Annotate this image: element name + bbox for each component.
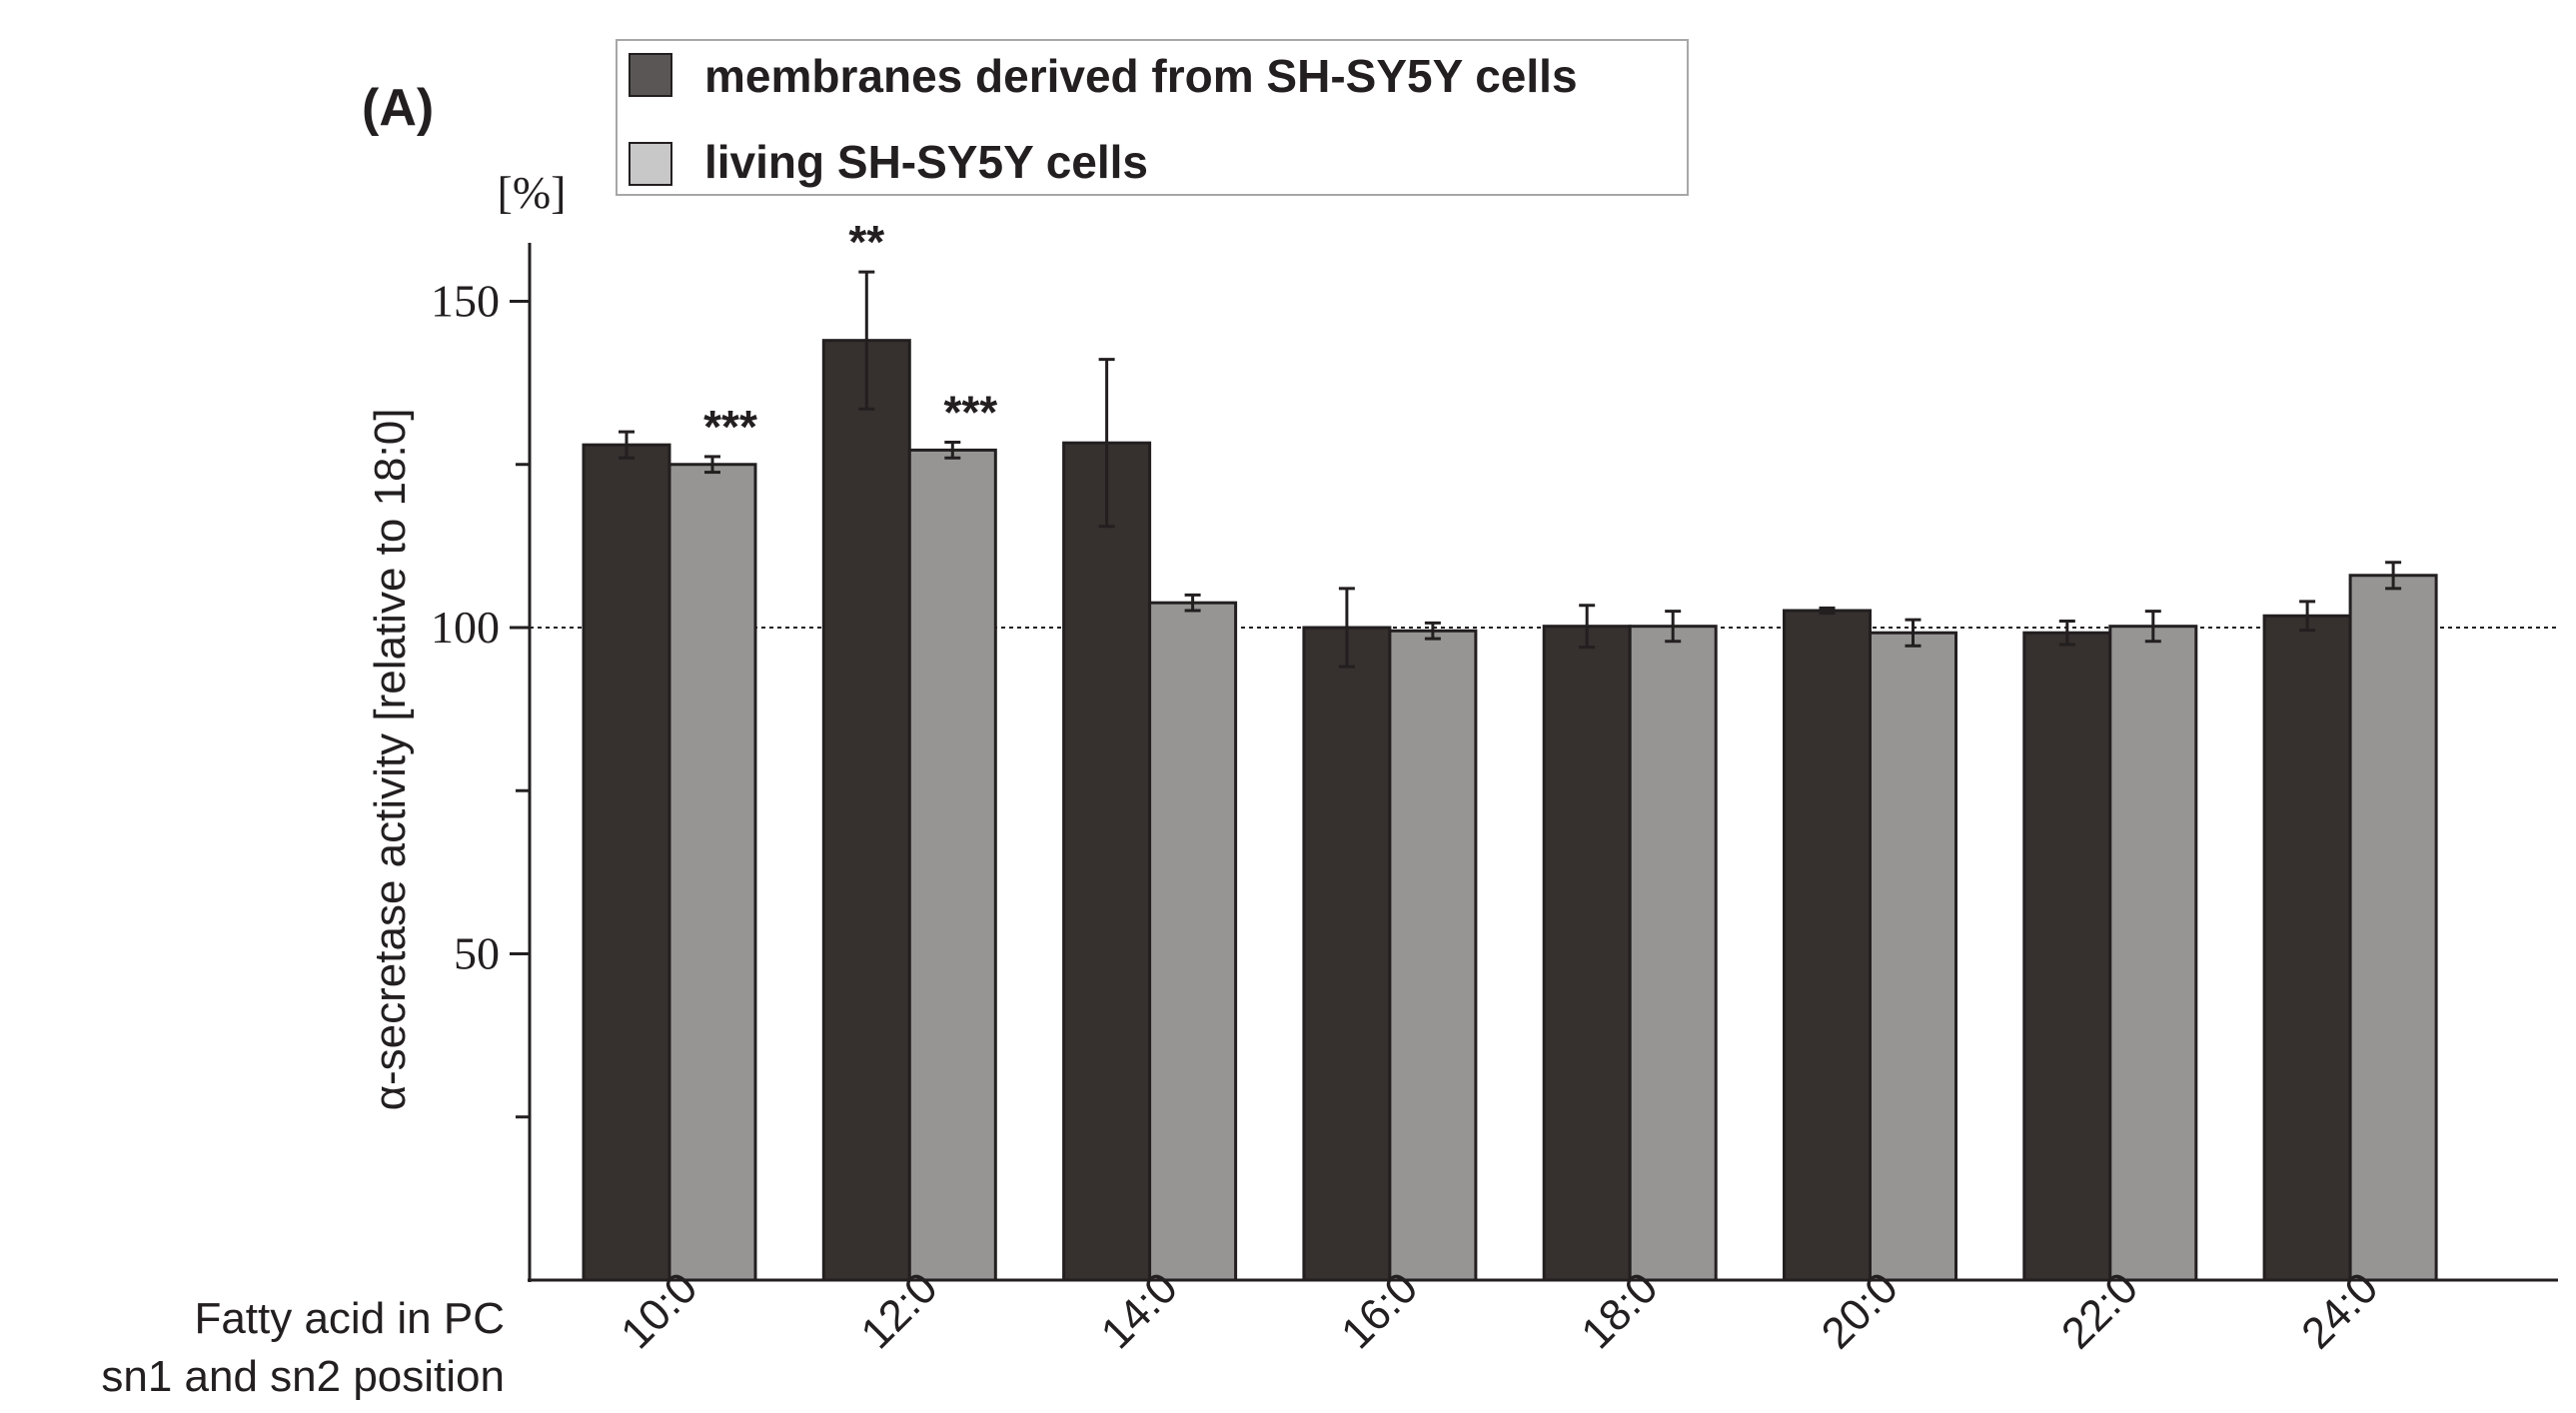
significance-marker-living-10-0: *** bbox=[703, 401, 757, 453]
error-bar-membranes-18-0 bbox=[1579, 604, 1596, 650]
legend: membranes derived from SH-SY5Y cells liv… bbox=[616, 39, 1689, 196]
error-bar-living-18-0 bbox=[1665, 610, 1682, 644]
legend-label-living: living SH-SY5Y cells bbox=[704, 136, 1148, 188]
bar-membranes-12-0 bbox=[821, 339, 911, 1282]
bar-living-14-0 bbox=[1148, 601, 1238, 1282]
panel-label: (A) bbox=[362, 79, 434, 137]
error-bars-layer bbox=[619, 270, 2402, 669]
error-bar-living-22-0 bbox=[2144, 610, 2161, 644]
bar-living-18-0 bbox=[1628, 625, 1718, 1282]
bar-living-20-0 bbox=[1869, 631, 1957, 1282]
bar-membranes-10-0 bbox=[582, 443, 671, 1282]
bar-membranes-22-0 bbox=[2022, 631, 2112, 1282]
bar-living-24-0 bbox=[2348, 574, 2438, 1282]
significance-layer: ******** bbox=[703, 216, 997, 453]
y-tick-label-50: 50 bbox=[454, 928, 500, 979]
bar-membranes-16-0 bbox=[1302, 626, 1392, 1282]
y-axis-title: α-secretase activity [relative to 18:0] bbox=[366, 409, 415, 1111]
x-axis-title-line1: Fatty acid in PC bbox=[194, 1294, 505, 1343]
error-bar-membranes-20-0 bbox=[1819, 606, 1836, 616]
y-unit-label: [%] bbox=[498, 167, 567, 218]
error-bar-living-14-0 bbox=[1184, 593, 1201, 613]
significance-marker-membranes-12-0: ** bbox=[848, 216, 884, 268]
error-bar-living-10-0 bbox=[704, 455, 720, 475]
error-bar-membranes-12-0 bbox=[858, 270, 875, 411]
y-tick-label-150: 150 bbox=[431, 276, 500, 327]
legend-label-membranes: membranes derived from SH-SY5Y cells bbox=[704, 50, 1578, 102]
bar-membranes-20-0 bbox=[1783, 609, 1872, 1282]
bar-membranes-18-0 bbox=[1542, 625, 1632, 1282]
legend-swatch-living bbox=[629, 142, 672, 186]
error-bar-membranes-10-0 bbox=[619, 430, 635, 460]
error-bar-living-16-0 bbox=[1424, 621, 1441, 641]
y-tick-label-100: 100 bbox=[431, 602, 500, 653]
bar-living-22-0 bbox=[2108, 625, 2198, 1282]
error-bar-living-20-0 bbox=[1905, 618, 1922, 648]
bar-membranes-14-0 bbox=[1062, 441, 1152, 1282]
x-axis-title-line2: sn1 and sn2 position bbox=[101, 1352, 505, 1401]
error-bar-membranes-22-0 bbox=[2058, 619, 2075, 647]
error-bar-membranes-24-0 bbox=[2299, 600, 2316, 633]
y-ticks: 50 100 150 bbox=[431, 276, 530, 1119]
error-bar-living-12-0 bbox=[944, 441, 961, 460]
error-bar-membranes-14-0 bbox=[1098, 358, 1115, 529]
bar-living-16-0 bbox=[1388, 629, 1478, 1282]
bar-living-12-0 bbox=[907, 448, 997, 1282]
legend-swatch-membranes bbox=[629, 53, 672, 97]
bar-membranes-24-0 bbox=[2262, 614, 2352, 1282]
bar-living-10-0 bbox=[667, 463, 757, 1282]
error-bar-living-24-0 bbox=[2385, 561, 2402, 591]
legend-box bbox=[616, 39, 1689, 196]
significance-marker-living-12-0: *** bbox=[943, 387, 997, 439]
error-bar-membranes-16-0 bbox=[1338, 587, 1355, 669]
bars-layer bbox=[582, 339, 2438, 1282]
